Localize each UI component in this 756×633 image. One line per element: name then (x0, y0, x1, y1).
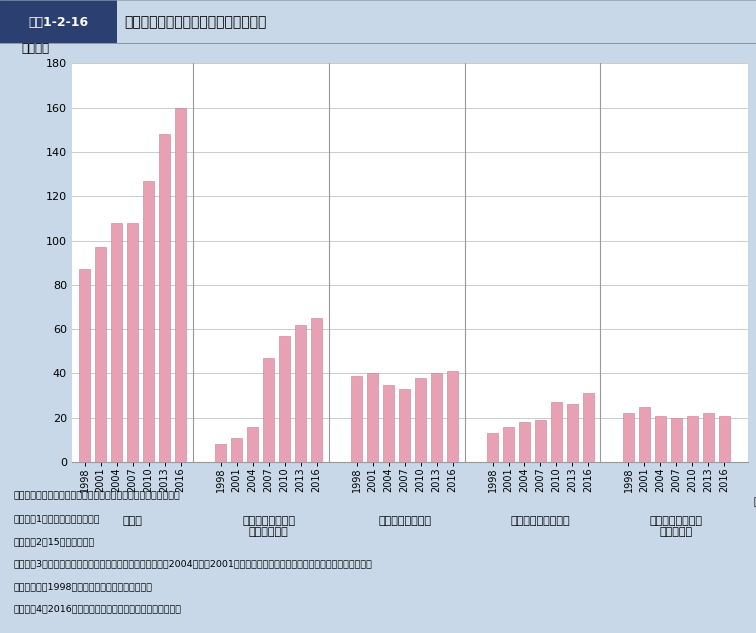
Text: （年）: （年） (753, 497, 756, 507)
Bar (127, 223, 138, 462)
Bar (702, 413, 714, 462)
Bar (231, 438, 243, 462)
Text: 2．15歳以上の者。: 2．15歳以上の者。 (14, 537, 94, 546)
Bar (215, 444, 226, 462)
Text: 1998年は「精神病」の項目の数値。: 1998年は「精神病」の項目の数値。 (14, 582, 153, 591)
Text: 糖尿病: 糖尿病 (122, 516, 143, 526)
Text: 狭心症・心筋梗塞: 狭心症・心筋梗塞 (378, 516, 431, 526)
Bar (311, 318, 322, 462)
Bar (351, 375, 362, 462)
Bar (295, 325, 306, 462)
Text: 3．「うつ病やその他のこころの病気」について、2004年及び2001年の数値は「精神病（躁うつ病・統合失調症等）」、: 3．「うつ病やその他のこころの病気」について、2004年及び2001年の数値は「… (14, 560, 373, 568)
Text: 脳卒中（脳出血、
脳梗塞等）: 脳卒中（脳出血、 脳梗塞等） (650, 516, 703, 537)
Text: 4．2016年の数値は、熊本県を除いたものである。: 4．2016年の数値は、熊本県を除いたものである。 (14, 605, 181, 613)
Bar (159, 134, 170, 462)
Bar (655, 415, 666, 462)
Bar (367, 373, 378, 462)
Text: うつ病やその他の
こころの病気: うつ病やその他の こころの病気 (242, 516, 295, 537)
Bar (279, 335, 290, 462)
Bar (639, 406, 650, 462)
Bar (550, 403, 562, 462)
Bar (671, 418, 682, 462)
FancyBboxPatch shape (0, 0, 117, 44)
Bar (447, 371, 458, 462)
Bar (686, 415, 699, 462)
Text: （万人）: （万人） (21, 42, 49, 55)
Text: （注）　1．入院者は含まない。: （注） 1．入院者は含まない。 (14, 515, 100, 523)
Bar (111, 223, 122, 462)
Bar (567, 404, 578, 462)
Bar (246, 427, 259, 462)
Bar (415, 378, 426, 462)
Text: 悪性新生物（がん）: 悪性新生物（がん） (511, 516, 570, 526)
Bar (519, 422, 530, 462)
Bar (503, 427, 514, 462)
Bar (583, 393, 594, 462)
Bar (623, 413, 634, 462)
Bar (534, 420, 547, 462)
Bar (143, 181, 154, 462)
Bar (79, 270, 91, 462)
Text: 図表1-2-16: 図表1-2-16 (29, 16, 88, 28)
Bar (431, 373, 442, 462)
Text: 通院しながら働く人数　（主な病気）: 通院しながら働く人数 （主な病気） (125, 15, 267, 29)
Text: 資料：厚生労働省政策統括官付世帯統計室「国民生活基礎調査」: 資料：厚生労働省政策統括官付世帯統計室「国民生活基礎調査」 (14, 492, 181, 501)
Bar (719, 415, 730, 462)
Bar (175, 108, 186, 462)
Bar (383, 384, 395, 462)
Bar (487, 433, 498, 462)
Bar (263, 358, 274, 462)
Bar (94, 247, 107, 462)
Bar (398, 389, 411, 462)
